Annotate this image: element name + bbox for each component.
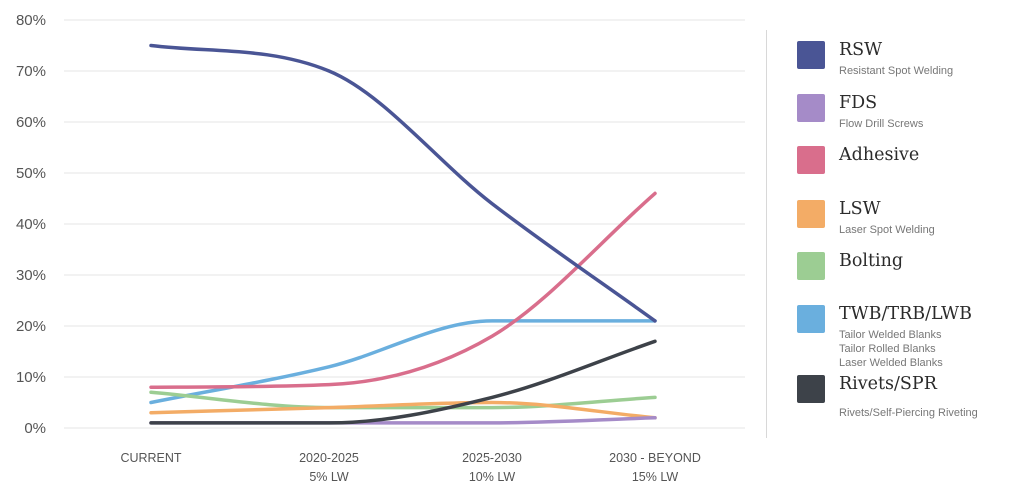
x-axis: CURRENT 2020-2025 5% LW 2025-2030 10% LW 2030… (120, 451, 700, 484)
y-tick-label: 60% (16, 114, 46, 131)
y-tick-label: 50% (16, 165, 46, 182)
legend-description: Laser Welded Blanks (839, 357, 943, 369)
legend: RSW Resistant Spot Welding FDS Flow Drill S… (766, 30, 1024, 438)
x-tick-sublabel: 5% LW (309, 470, 349, 484)
legend-description: Flow Drill Screws (839, 118, 924, 130)
legend-description: Rivets/Self-Piercing Riveting (839, 407, 978, 419)
series-line-bolting (149, 390, 657, 410)
x-tick-sublabel: 10% LW (469, 470, 516, 484)
legend-swatch (797, 94, 825, 122)
legend-description: Tailor Welded Blanks (839, 329, 942, 341)
legend-swatch (797, 305, 825, 333)
series-line-rivets-spr (149, 339, 657, 425)
y-tick-label: 30% (16, 267, 46, 284)
x-tick-sublabel: 15% LW (632, 470, 679, 484)
grid-lines (64, 19, 745, 429)
x-tick-label: 2030 - BEYOND (609, 451, 701, 465)
legend-label: LSW (839, 199, 881, 219)
legend-label: FDS (839, 93, 878, 113)
y-tick-label: 80% (16, 12, 46, 29)
y-tick-label: 40% (16, 216, 46, 233)
legend-swatch (797, 146, 825, 174)
y-axis: 0% 10% 20% 30% 40% 50% 60% 70% 80% (16, 12, 46, 437)
legend-description: Resistant Spot Welding (839, 65, 954, 77)
legend-description: Tailor Rolled Blanks (839, 343, 936, 355)
y-tick-label: 70% (16, 63, 46, 80)
series-line-adhesive (149, 191, 657, 389)
legend-label: RSW (839, 40, 883, 60)
legend-description: Laser Spot Welding (839, 224, 935, 236)
legend-label: TWB/TRB/LWB (839, 304, 972, 324)
legend-swatch (797, 41, 825, 69)
y-tick-label: 20% (16, 318, 46, 335)
y-tick-label: 10% (16, 369, 46, 386)
series-lines (149, 43, 657, 425)
series-line-lsw (149, 400, 657, 420)
legend-swatch (797, 375, 825, 403)
legend-swatch (797, 252, 825, 280)
y-tick-label: 0% (24, 420, 46, 437)
legend-swatch (797, 200, 825, 228)
series-line-rsw (149, 43, 657, 323)
x-tick-label: CURRENT (120, 451, 181, 465)
series-line-twb-trb-lwb (149, 319, 657, 405)
legend-label: Adhesive (839, 145, 920, 165)
x-tick-label: 2020-2025 (299, 451, 359, 465)
legend-label: Bolting (839, 251, 904, 271)
x-tick-label: 2025-2030 (462, 451, 522, 465)
legend-label: Rivets/SPR (839, 374, 937, 394)
